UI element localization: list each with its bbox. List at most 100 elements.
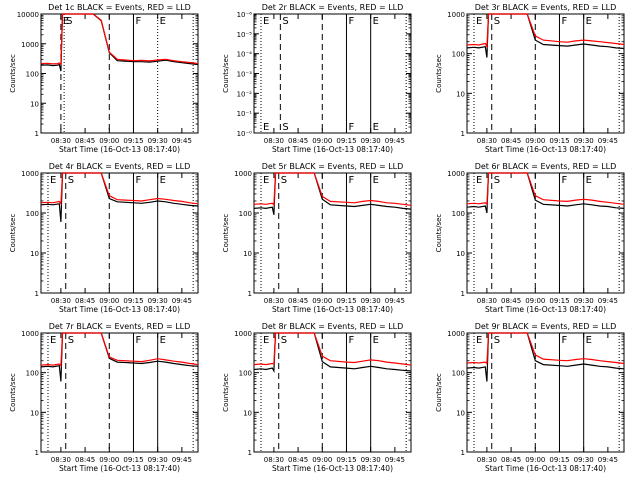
event-marker-label: E xyxy=(263,16,269,27)
y-tick-label: 10⁻⁵ xyxy=(237,31,253,39)
y-tick-label: 100 xyxy=(452,210,465,218)
event-marker-label: F xyxy=(135,175,141,186)
series-line xyxy=(40,13,199,66)
y-tick-label: 1000 xyxy=(21,330,39,338)
event-marker-label: F xyxy=(348,335,354,346)
panel-title: Det 8r BLACK = Events, RED = LLD xyxy=(262,322,404,331)
y-tick-label: 1000 xyxy=(447,11,465,19)
panel: Det 8r BLACK = Events, RED = LLD 1 10 100 10… xyxy=(222,322,412,473)
y-tick-label: 100 xyxy=(239,210,252,218)
x-tick-label: 08:45 xyxy=(501,137,521,145)
y-axis-label: Counts/sec xyxy=(222,214,230,253)
event-marker-label: E xyxy=(263,122,269,133)
x-tick-label: 08:45 xyxy=(501,297,521,305)
y-tick-label: 10 xyxy=(30,250,39,258)
x-tick-label: 09:00 xyxy=(312,456,332,464)
event-marker-label: S xyxy=(494,335,500,346)
event-marker-label: E xyxy=(373,122,379,133)
series-line xyxy=(40,172,199,206)
event-marker-label: S xyxy=(68,175,74,186)
panel: Det 3r BLACK = Events, RED = LLD 1 10 100 10… xyxy=(435,3,625,154)
y-tick-label: 100 xyxy=(452,51,465,59)
x-tick-label: 08:30 xyxy=(264,456,284,464)
event-marker-label: F xyxy=(135,16,141,27)
y-tick-label: 10⁻¹ xyxy=(237,110,253,118)
plot-frame xyxy=(253,13,412,134)
x-tick-label: 09:30 xyxy=(148,297,168,305)
event-marker-label: S xyxy=(282,16,288,27)
panel-title: Det 3r BLACK = Events, RED = LLD xyxy=(475,3,617,12)
x-tick-label: 09:45 xyxy=(598,456,618,464)
x-tick-label: 08:45 xyxy=(288,137,308,145)
y-tick-label: 100 xyxy=(26,210,39,218)
event-marker-label: S xyxy=(281,335,287,346)
event-marker-label: E xyxy=(373,16,379,27)
x-axis-label: Start Time (16-Oct-13 08:17:40) xyxy=(59,464,180,473)
y-tick-label: 10⁻⁴ xyxy=(237,51,253,59)
y-tick-label: 1000 xyxy=(21,170,39,178)
x-tick-label: 08:30 xyxy=(264,137,284,145)
x-tick-label: 09:45 xyxy=(385,137,405,145)
x-tick-label: 09:00 xyxy=(525,137,545,145)
x-tick-label: 09:00 xyxy=(312,137,332,145)
x-axis-label: Start Time (16-Oct-13 08:17:40) xyxy=(272,145,393,154)
y-tick-label: 10 xyxy=(456,90,465,98)
x-axis-label: Start Time (16-Oct-13 08:17:40) xyxy=(59,305,180,314)
plot-frame xyxy=(466,13,625,134)
x-tick-label: 09:15 xyxy=(336,297,356,305)
x-tick-label: 09:30 xyxy=(361,297,381,305)
x-tick-label: 09:30 xyxy=(361,137,381,145)
event-marker-label: E xyxy=(586,335,592,346)
panel-title: Det 2r BLACK = Events, RED = LLD xyxy=(262,3,404,12)
y-tick-label: 1000 xyxy=(21,41,39,49)
y-axis-label: Counts/sec xyxy=(9,54,17,93)
y-tick-label: 10⁻⁰ xyxy=(237,130,253,138)
x-tick-label: 08:45 xyxy=(75,137,95,145)
plot-frame xyxy=(466,172,625,294)
x-axis-label: Start Time (16-Oct-13 08:17:40) xyxy=(272,305,393,314)
series-line xyxy=(40,332,199,382)
y-tick-label: 1000 xyxy=(234,170,252,178)
y-tick-label: 100 xyxy=(26,370,39,378)
x-tick-label: 09:00 xyxy=(312,297,332,305)
event-marker-label: E xyxy=(263,175,269,186)
event-marker-label: S xyxy=(282,122,288,133)
panel-title: Det 6r BLACK = Events, RED = LLD xyxy=(475,162,617,171)
x-tick-label: 08:30 xyxy=(264,297,284,305)
y-axis-label: Counts/sec xyxy=(222,54,230,93)
y-tick-label: 10 xyxy=(243,409,252,417)
x-tick-label: 08:30 xyxy=(51,297,71,305)
y-tick-label: 10 xyxy=(456,250,465,258)
y-tick-label: 1 xyxy=(248,449,252,457)
x-tick-label: 08:30 xyxy=(477,456,497,464)
event-marker-label: E xyxy=(586,175,592,186)
y-tick-label: 10⁻² xyxy=(237,90,253,98)
series-line xyxy=(253,172,412,207)
x-tick-label: 08:30 xyxy=(477,137,497,145)
y-tick-label: 1 xyxy=(35,449,39,457)
panel-title: Det 9r BLACK = Events, RED = LLD xyxy=(475,322,617,331)
series-line xyxy=(466,13,625,50)
x-tick-label: 09:45 xyxy=(172,456,192,464)
series-line xyxy=(466,172,625,214)
series-line xyxy=(466,332,625,382)
x-tick-label: 09:15 xyxy=(123,456,143,464)
series-line xyxy=(466,332,625,365)
event-marker-label: S xyxy=(281,175,287,186)
panel: Det 4r BLACK = Events, RED = LLD 1 10 100 10… xyxy=(9,162,199,314)
panel-title: Det 1c BLACK = Events, RED = LLD xyxy=(48,3,191,12)
x-tick-label: 09:00 xyxy=(99,456,119,464)
y-tick-label: 1 xyxy=(461,130,465,138)
x-tick-label: 08:45 xyxy=(501,456,521,464)
x-tick-label: 08:30 xyxy=(51,137,71,145)
x-tick-label: 09:15 xyxy=(123,297,143,305)
event-marker-label: E xyxy=(373,175,379,186)
x-tick-label: 09:15 xyxy=(336,137,356,145)
event-marker-label: E xyxy=(63,16,69,27)
x-tick-label: 09:30 xyxy=(148,137,168,145)
y-tick-label: 1 xyxy=(248,290,252,298)
panel: Det 7r BLACK = Events, RED = LLD 1 10 100 10… xyxy=(9,322,199,473)
x-axis-label: Start Time (16-Oct-13 08:17:40) xyxy=(485,464,606,473)
event-marker-label: F xyxy=(561,175,567,186)
